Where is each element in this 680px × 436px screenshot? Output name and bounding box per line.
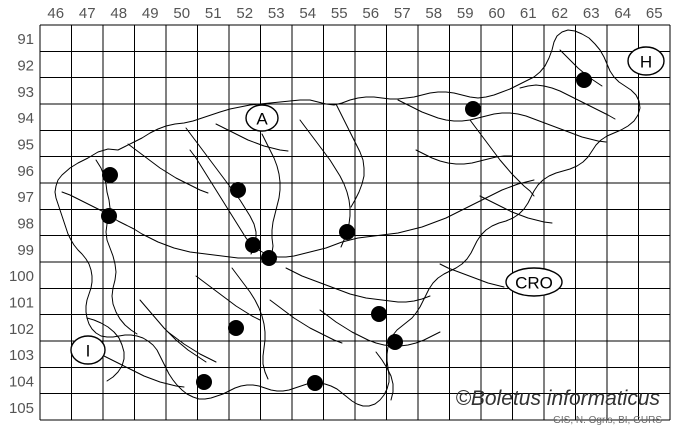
country-label-italy: I bbox=[70, 335, 106, 365]
y-axis-tick-label: 92 bbox=[17, 58, 34, 75]
river-drava-south-branch bbox=[469, 119, 535, 197]
x-axis-tick-label: 54 bbox=[299, 5, 316, 22]
record-dots-layer bbox=[101, 72, 592, 391]
x-axis-tick-label: 60 bbox=[488, 5, 505, 22]
x-axis-tick-label: 62 bbox=[551, 5, 568, 22]
river-sava bbox=[189, 149, 535, 258]
x-axis-tick-label: 63 bbox=[583, 5, 600, 22]
y-axis-tick-label: 104 bbox=[9, 374, 34, 391]
river-ljubljanica bbox=[231, 267, 269, 380]
country-label-text: A bbox=[256, 110, 268, 129]
x-axis-tick-label: 56 bbox=[362, 5, 379, 22]
x-axis-tick-label: 55 bbox=[331, 5, 348, 22]
record-dot[interactable] bbox=[245, 237, 261, 253]
record-dot[interactable] bbox=[371, 306, 387, 322]
river-dragonja bbox=[95, 351, 185, 388]
y-axis-tick-label: 99 bbox=[17, 242, 34, 259]
country-outline-and-rivers bbox=[54, 29, 641, 407]
country-label-croatia: CRO bbox=[505, 267, 563, 297]
record-dot[interactable] bbox=[230, 182, 246, 198]
x-axis-tick-label: 57 bbox=[394, 5, 411, 22]
record-dot[interactable] bbox=[101, 208, 117, 224]
country-labels-layer: A H CRO I bbox=[70, 46, 665, 365]
y-axis-tick-label: 91 bbox=[17, 31, 34, 48]
ridge-bela-krajina bbox=[375, 351, 394, 401]
y-axis-tick-label: 94 bbox=[17, 110, 34, 127]
country-label-ellipse bbox=[245, 104, 279, 132]
river-drava bbox=[397, 99, 607, 143]
record-dot[interactable] bbox=[261, 250, 277, 266]
river-soca bbox=[95, 159, 138, 335]
y-axis-tick-label: 105 bbox=[9, 400, 34, 417]
x-axis-tick-label: 48 bbox=[110, 5, 127, 22]
x-axis-tick-label: 49 bbox=[142, 5, 159, 22]
record-dot[interactable] bbox=[339, 224, 355, 240]
country-label-text: I bbox=[86, 342, 91, 361]
coastline-adriatic bbox=[86, 317, 125, 382]
ridge-snow-mountain bbox=[167, 331, 217, 363]
ridge-julian-alps bbox=[127, 143, 209, 194]
record-dot[interactable] bbox=[576, 72, 592, 88]
river-tributary-nw bbox=[61, 191, 111, 217]
x-axis-tick-label: 61 bbox=[520, 5, 537, 22]
y-axis-tick-label: 102 bbox=[9, 321, 34, 338]
country-label-text: CRO bbox=[515, 274, 553, 293]
country-label-ellipse bbox=[627, 46, 665, 76]
river-idrijca bbox=[109, 215, 271, 259]
y-axis-tick-label: 93 bbox=[17, 84, 34, 101]
y-axis-tick-label: 101 bbox=[9, 295, 34, 312]
ridge-kocevje bbox=[269, 299, 343, 344]
x-axis-tick-label: 64 bbox=[614, 5, 631, 22]
y-axis-tick-label: 98 bbox=[17, 216, 34, 233]
country-label-ellipse bbox=[505, 267, 563, 297]
axis-labels-layer: 46 47 48 49 50 51 52 53 54 55 56 57 58 59 60 61 62 63 64 65… bbox=[9, 5, 663, 417]
river-paka bbox=[335, 103, 365, 208]
x-axis-tick-label: 59 bbox=[457, 5, 474, 22]
y-axis-tick-label: 97 bbox=[17, 189, 34, 206]
copyright-notice: ©Boletus informaticus bbox=[455, 387, 660, 410]
ridge-haloze bbox=[479, 195, 553, 224]
record-dot[interactable] bbox=[387, 334, 403, 350]
country-label-hungary: H bbox=[627, 46, 665, 76]
country-label-austria: A bbox=[245, 104, 279, 132]
ridge-pohorje bbox=[415, 149, 513, 165]
x-axis-tick-label: 58 bbox=[425, 5, 442, 22]
record-dot[interactable] bbox=[307, 375, 323, 391]
river-kamniska-bistrica bbox=[261, 133, 281, 254]
ridge-gorjanci bbox=[439, 263, 505, 288]
x-axis-tick-label: 47 bbox=[79, 5, 96, 22]
x-axis-tick-label: 51 bbox=[205, 5, 222, 22]
x-axis-tick-label: 46 bbox=[47, 5, 64, 22]
country-label-text: H bbox=[640, 53, 652, 72]
grid-lines bbox=[39, 24, 671, 421]
x-axis-tick-label: 50 bbox=[173, 5, 190, 22]
record-dot[interactable] bbox=[228, 320, 244, 336]
river-krka bbox=[285, 267, 431, 303]
river-kolpa bbox=[319, 309, 441, 347]
record-dot[interactable] bbox=[196, 374, 212, 390]
ridge-prekmurje bbox=[559, 49, 603, 87]
y-axis-tick-label: 95 bbox=[17, 137, 34, 154]
record-dot[interactable] bbox=[465, 101, 481, 117]
river-reka bbox=[139, 299, 207, 363]
y-axis-tick-label: 103 bbox=[9, 347, 34, 364]
ridge-karavanke bbox=[215, 123, 289, 152]
y-axis-tick-label: 96 bbox=[17, 163, 34, 180]
country-label-ellipse bbox=[70, 335, 106, 365]
x-axis-tick-label: 53 bbox=[268, 5, 285, 22]
river-mura bbox=[519, 84, 616, 120]
record-dot[interactable] bbox=[102, 167, 118, 183]
y-axis-tick-label: 100 bbox=[9, 268, 34, 285]
slovenia-border bbox=[54, 29, 641, 407]
x-axis-tick-label: 52 bbox=[236, 5, 253, 22]
x-axis-tick-label: 65 bbox=[646, 5, 663, 22]
credit-line: GIS, N. Ogris, BI, GURS bbox=[553, 415, 662, 426]
ridge-notranjska bbox=[195, 275, 261, 321]
